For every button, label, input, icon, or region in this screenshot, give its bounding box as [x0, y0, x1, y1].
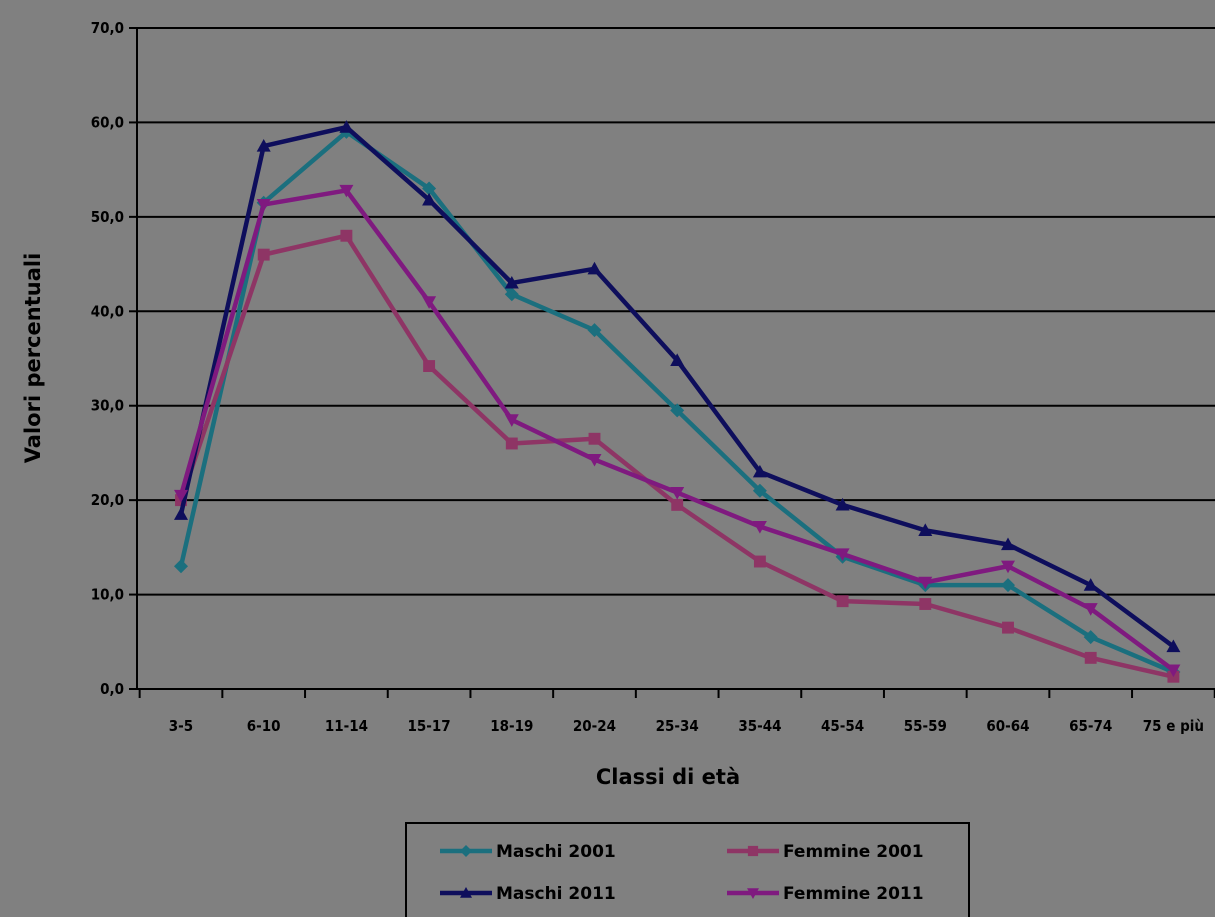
data-point-square — [1002, 621, 1014, 634]
data-point-diamond — [422, 181, 437, 196]
data-point-triangle-down — [752, 520, 767, 534]
y-tick-label: 10,0 — [91, 586, 124, 604]
x-tick-label: 45-54 — [821, 717, 864, 735]
data-point-diamond — [587, 323, 602, 338]
data-point-triangle — [504, 275, 519, 289]
series — [174, 120, 1181, 683]
data-point-square — [836, 595, 849, 608]
legend-entry: Femmine 2011 — [727, 884, 924, 904]
data-point-triangle — [918, 523, 933, 536]
y-tick-labels: 0,0 10,0 20,0 30,0 40,0 50,0 60,0 70,0 — [91, 19, 124, 698]
data-point-triangle — [422, 192, 437, 206]
data-point-triangle-down — [1001, 560, 1015, 574]
y-tick-label: 30,0 — [91, 397, 124, 415]
data-point-triangle — [1166, 639, 1181, 653]
data-point-triangle-down — [422, 296, 437, 309]
legend-entry: Maschi 2001 — [440, 842, 616, 862]
x-tick-label: 65-74 — [1069, 717, 1112, 735]
data-point-diamond — [670, 403, 685, 418]
data-point-square — [671, 498, 684, 511]
data-point-square — [505, 437, 518, 450]
series-line — [178, 124, 1175, 649]
legend-label: Maschi 2001 — [496, 842, 616, 862]
x-tick-label: 11-14 — [325, 717, 368, 735]
data-point-triangle-down — [918, 576, 933, 590]
x-tick-labels: 3-5 6-10 11-14 15-17 18-19 20-24 25-34 35-44 45-… — [169, 717, 1204, 735]
data-point-triangle — [670, 353, 685, 366]
data-point-square — [919, 598, 932, 610]
data-point-triangle-down — [174, 489, 188, 503]
data-point-triangle — [256, 139, 271, 152]
series-line — [178, 233, 1174, 679]
data-point-diamond — [504, 287, 519, 302]
x-tick-label: 18-19 — [490, 717, 533, 735]
data-point-triangle — [460, 887, 472, 898]
data-point-triangle-down — [339, 184, 354, 198]
data-point-square — [753, 555, 766, 568]
data-point-triangle-down — [747, 888, 759, 899]
data-point-square — [588, 432, 601, 445]
y-tick-label: 0,0 — [100, 680, 124, 698]
data-point-triangle — [752, 464, 767, 478]
x-tick-label: 20-24 — [573, 717, 616, 735]
data-point-triangle — [587, 261, 602, 275]
data-point-triangle — [1001, 537, 1015, 551]
legend-box — [405, 822, 970, 917]
series-maschi-2001 — [174, 124, 1181, 680]
series-femmine-2011 — [174, 184, 1181, 678]
data-point-triangle — [835, 497, 850, 511]
x-tick-label: 55-59 — [904, 717, 947, 735]
legend-label: Femmine 2001 — [783, 842, 924, 862]
data-point-triangle-down — [587, 453, 602, 467]
legend: Maschi 2001 Femmine 2001 Maschi 2011 Femmin… — [405, 822, 970, 917]
x-axis-title: Classi di età — [596, 765, 740, 789]
data-point-triangle — [174, 507, 188, 520]
legend-entry: Femmine 2001 — [727, 842, 924, 862]
x-tick-label: 60-64 — [986, 717, 1029, 735]
data-point-triangle — [1083, 578, 1098, 591]
y-tick-label: 40,0 — [91, 302, 124, 320]
data-point-diamond — [752, 483, 767, 498]
legend-label: Femmine 2011 — [783, 884, 924, 904]
data-point-triangle-down — [670, 486, 685, 500]
x-tick-label: 6-10 — [247, 717, 281, 735]
data-point-triangle-down — [504, 414, 519, 427]
y-tick-label: 50,0 — [91, 208, 124, 226]
series-femmine-2001 — [175, 229, 1180, 683]
y-tick-label: 70,0 — [91, 19, 124, 37]
data-point-diamond — [1083, 630, 1098, 645]
y-tick-label: 60,0 — [91, 113, 124, 131]
x-tick-label: 3-5 — [169, 717, 193, 735]
data-point-triangle-down — [1166, 664, 1181, 678]
data-point-square — [257, 248, 270, 261]
legend-entry: Maschi 2011 — [440, 884, 616, 904]
y-axis-title: Valori percentuali — [21, 253, 45, 464]
data-point-diamond — [1001, 578, 1015, 593]
y-tick-label: 20,0 — [91, 491, 124, 509]
data-point-square — [340, 229, 353, 242]
data-point-triangle — [339, 120, 354, 133]
x-tick-label: 15-17 — [408, 717, 451, 735]
data-point-diamond — [174, 559, 188, 574]
series-line — [178, 129, 1175, 675]
data-point-diamond — [460, 845, 472, 857]
axes — [136, 28, 1215, 690]
x-tick-label: 75 e più — [1143, 717, 1204, 735]
legend-label: Maschi 2011 — [496, 884, 616, 904]
data-point-triangle-down — [835, 548, 850, 561]
series-maschi-2011 — [174, 120, 1181, 653]
data-point-triangle-down — [256, 198, 271, 212]
data-point-triangle-down — [1083, 603, 1098, 616]
data-point-square — [423, 360, 436, 373]
x-tick-label: 35-44 — [738, 717, 781, 735]
data-point-square — [747, 845, 759, 857]
x-tick-label: 25-34 — [656, 717, 699, 735]
data-point-square — [1084, 651, 1097, 664]
